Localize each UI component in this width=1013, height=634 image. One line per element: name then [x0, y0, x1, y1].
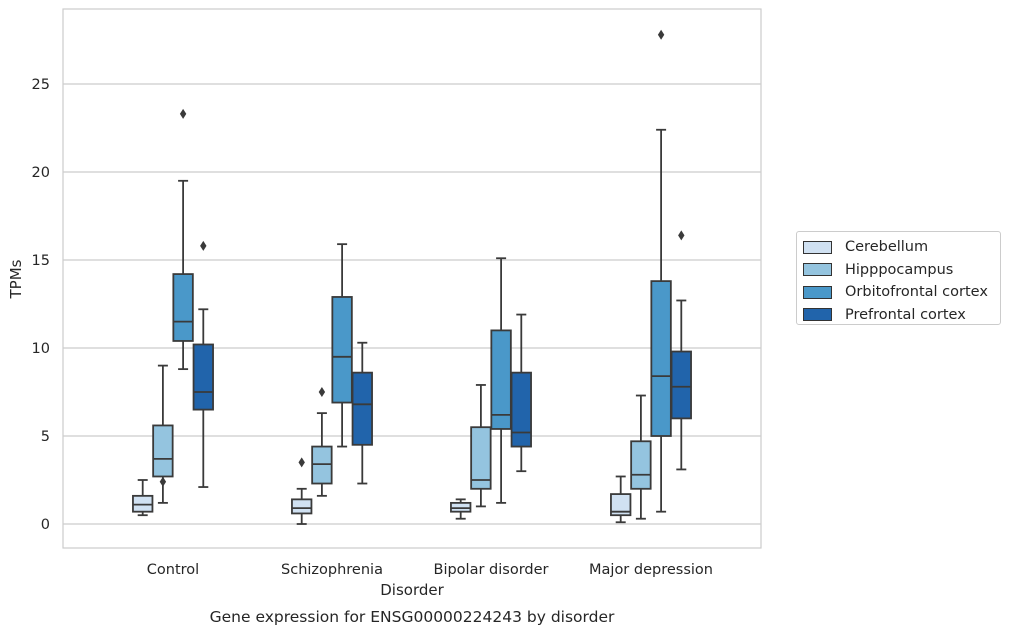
- x-tick-label: Bipolar disorder: [434, 562, 549, 578]
- y-tick-label: 25: [32, 77, 50, 93]
- legend-label: Cerebellum: [845, 239, 929, 256]
- box-body: [291, 498, 313, 515]
- legend: Cerebellum Hipppocampus Orbitofrontal cort…: [796, 231, 1001, 325]
- x-axis-label: Disorder: [380, 581, 444, 599]
- y-axis-label: TPMs: [7, 259, 25, 299]
- legend-item: Prefrontal cortex: [803, 304, 1000, 327]
- box-body: [351, 371, 373, 446]
- box-cerebellum: [132, 479, 154, 517]
- y-tick-label: 5: [41, 429, 50, 445]
- outlier-point: [298, 457, 305, 468]
- box-orbitofrontal-cortex: [172, 108, 194, 371]
- box-cerebellum: [291, 457, 313, 525]
- x-tick-label: Control: [147, 562, 199, 578]
- box-orbitofrontal-cortex: [650, 29, 672, 513]
- legend-label: Hipppocampus: [845, 261, 954, 278]
- legend-swatch: [803, 285, 832, 299]
- box-body: [510, 371, 532, 448]
- box-body: [331, 296, 353, 404]
- plot-area-frame: [62, 8, 762, 549]
- legend-item: Cerebellum: [803, 236, 1000, 259]
- outlier-point: [179, 108, 187, 119]
- box-body: [610, 493, 632, 517]
- box-body: [152, 424, 174, 478]
- outlier-point: [200, 240, 207, 251]
- y-tick-label: 15: [32, 253, 50, 269]
- box-body: [650, 280, 672, 437]
- box-cerebellum: [610, 475, 632, 524]
- box-cerebellum: [450, 498, 472, 520]
- x-tick-label: Major depression: [589, 562, 713, 578]
- box-body: [670, 350, 692, 420]
- box-prefrontal-cortex: [670, 230, 692, 471]
- legend-swatch: [803, 263, 832, 277]
- box-hipppocampus: [630, 394, 652, 520]
- box-body: [630, 440, 652, 490]
- legend-label: Orbitofrontal cortex: [845, 284, 988, 301]
- box-hipppocampus: [470, 384, 492, 508]
- outlier-point: [159, 476, 167, 487]
- box-hipppocampus: [152, 364, 174, 504]
- legend-swatch: [803, 240, 832, 254]
- outlier-point: [678, 230, 685, 241]
- box-body: [172, 273, 194, 342]
- box-body: [470, 426, 492, 490]
- chart-caption: Gene expression for ENSG00000224243 by d…: [210, 608, 615, 626]
- box-prefrontal-cortex: [351, 341, 373, 485]
- legend-item: Orbitofrontal cortex: [803, 281, 1000, 304]
- box-prefrontal-cortex: [192, 240, 214, 488]
- box-body: [192, 343, 214, 411]
- box-orbitofrontal-cortex: [331, 243, 353, 448]
- box-prefrontal-cortex: [510, 313, 532, 473]
- outlier-point: [318, 387, 326, 397]
- y-tick-label: 20: [32, 165, 50, 181]
- legend-swatch: [803, 308, 832, 322]
- y-tick-label: 0: [41, 517, 50, 533]
- legend-item: Hipppocampus: [803, 259, 1000, 282]
- box-hipppocampus: [311, 387, 333, 497]
- y-tick-label: 10: [32, 341, 50, 357]
- legend-label: Prefrontal cortex: [845, 306, 966, 323]
- outlier-point: [657, 29, 665, 40]
- x-tick-label: Schizophrenia: [281, 562, 383, 578]
- box-orbitofrontal-cortex: [490, 257, 512, 504]
